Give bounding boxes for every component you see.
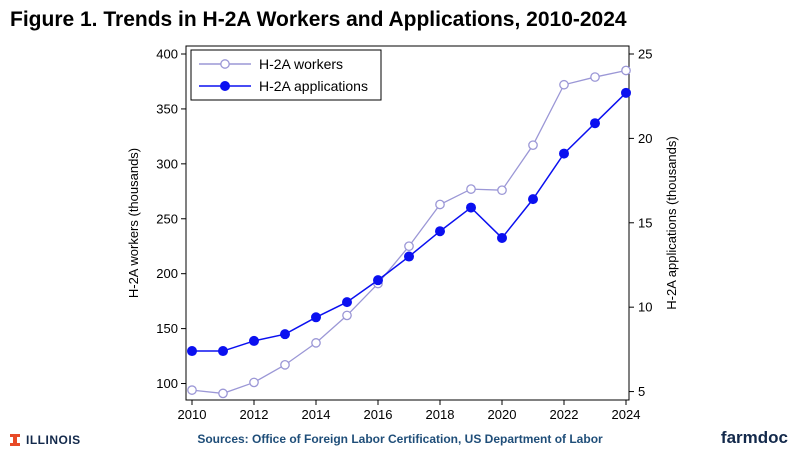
x-tick-label: 2020 — [488, 407, 517, 422]
x-tick-label: 2012 — [240, 407, 269, 422]
workers-data-point — [559, 79, 569, 90]
applications-data-point — [249, 335, 259, 346]
workers-data-point — [280, 360, 290, 370]
right-axis-label: H-2A applications (thousands) — [664, 136, 679, 309]
legend-label: H-2A applications — [259, 78, 368, 94]
x-tick-label: 2018 — [426, 407, 455, 422]
applications-data-point — [621, 87, 631, 98]
left-y-axis: 100 150 200 250 300 350 400 — [156, 47, 186, 391]
x-tick-label: 2014 — [302, 407, 331, 422]
x-tick-label: 2010 — [178, 407, 207, 422]
workers-data-point — [621, 65, 631, 76]
left-tick-label: 350 — [156, 101, 178, 116]
legend-swatch-marker — [220, 59, 230, 69]
applications-data-point — [218, 346, 228, 357]
right-tick-label: 10 — [638, 300, 652, 315]
applications-data-point — [559, 148, 569, 159]
x-tick-label: 2024 — [612, 407, 641, 422]
right-tick-label: 25 — [638, 47, 652, 62]
illinois-logo: ILLINOIS — [9, 433, 81, 447]
workers-data-point — [404, 241, 414, 252]
left-tick-label: 400 — [156, 47, 178, 62]
x-axis: 2010 2012 2014 2016 2018 2020 2022 2024 — [178, 400, 641, 422]
x-tick-label: 2022 — [550, 407, 579, 422]
right-tick-label: 20 — [638, 131, 652, 146]
workers-data-point — [435, 199, 445, 210]
applications-data-point — [404, 251, 414, 262]
workers-data-point — [590, 72, 600, 82]
applications-data-point — [187, 346, 197, 357]
workers-data-point — [218, 388, 228, 399]
right-tick-label: 5 — [638, 384, 645, 399]
applications-series-line — [192, 92, 627, 352]
workers-data-point — [311, 338, 321, 348]
source-note: Sources: Office of Foreign Labor Certifi… — [197, 432, 603, 446]
illinois-wordmark: ILLINOIS — [26, 433, 81, 447]
series-layer — [187, 65, 631, 399]
legend-label: H-2A workers — [259, 56, 343, 72]
legend-swatch-marker — [220, 81, 230, 91]
applications-data-point — [466, 202, 476, 213]
legend-box — [190, 49, 382, 101]
applications-data-point — [280, 329, 290, 340]
applications-data-point — [435, 226, 445, 237]
right-y-axis: 5 10 15 20 25 — [629, 47, 652, 399]
left-tick-label: 250 — [156, 211, 178, 226]
workers-data-point — [497, 185, 507, 196]
applications-data-point — [497, 232, 507, 243]
workers-data-point — [342, 310, 352, 321]
left-axis-label: H-2A workers (thousands) — [126, 148, 141, 298]
applications-data-point — [590, 118, 600, 129]
legend: H-2A workers H-2A applications — [190, 49, 382, 101]
applications-data-point — [342, 297, 352, 308]
illinois-i-icon — [10, 434, 20, 446]
left-tick-label: 300 — [156, 156, 178, 171]
applications-data-point — [528, 194, 538, 205]
left-tick-label: 150 — [156, 321, 178, 336]
farmdoc-logo: farmdoc — [720, 428, 788, 447]
right-tick-label: 15 — [638, 215, 652, 230]
applications-data-point — [373, 275, 383, 286]
workers-data-point — [466, 184, 476, 194]
workers-series-line — [191, 69, 627, 395]
workers-data-point — [187, 385, 197, 395]
workers-data-point — [528, 140, 538, 151]
workers-data-point — [249, 377, 259, 388]
chart-title: Figure 1. Trends in H-2A Workers and App… — [10, 8, 627, 31]
left-tick-label: 200 — [156, 266, 178, 281]
x-tick-label: 2016 — [364, 407, 393, 422]
applications-data-point — [311, 312, 321, 323]
left-tick-label: 100 — [156, 376, 178, 391]
